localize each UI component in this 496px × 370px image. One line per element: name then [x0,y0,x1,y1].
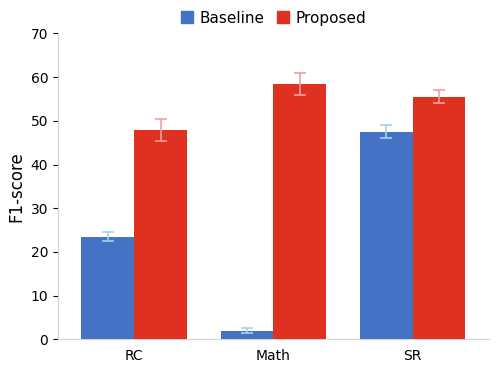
Bar [360,132,413,339]
Bar [413,97,465,339]
Bar [81,237,134,339]
Bar [134,130,187,339]
Legend: Baseline, Proposed: Baseline, Proposed [175,4,372,32]
Y-axis label: F1-score: F1-score [7,151,25,222]
Bar [273,84,326,339]
Bar [221,331,273,339]
